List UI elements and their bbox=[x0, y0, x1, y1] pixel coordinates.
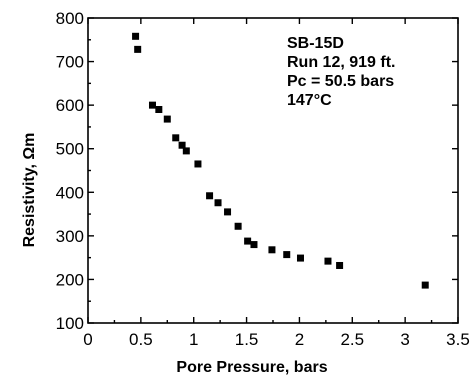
data-point bbox=[163, 115, 171, 123]
x-tick-label: 3 bbox=[400, 330, 409, 349]
y-tick-label: 100 bbox=[56, 314, 84, 333]
data-point bbox=[214, 199, 222, 207]
y-tick-label: 200 bbox=[56, 270, 84, 289]
annotation-run: Run 12, 919 ft. bbox=[287, 54, 395, 71]
x-tick-label: 2.5 bbox=[340, 330, 364, 349]
data-point bbox=[224, 208, 232, 216]
data-point bbox=[172, 134, 180, 142]
data-point bbox=[283, 251, 291, 259]
y-tick-label: 500 bbox=[56, 140, 84, 159]
y-axis-title: Resistivity, Ωm bbox=[21, 133, 38, 248]
data-point bbox=[324, 257, 332, 265]
y-tick-label: 800 bbox=[56, 9, 84, 28]
data-point bbox=[194, 160, 202, 168]
data-point bbox=[134, 45, 142, 53]
x-axis-title: Pore Pressure, bars bbox=[176, 359, 327, 376]
data-point bbox=[148, 101, 156, 109]
annotation-pc: Pc = 50.5 bars bbox=[287, 73, 394, 90]
data-point bbox=[155, 106, 163, 113]
data-point bbox=[178, 141, 186, 149]
data-point bbox=[234, 222, 242, 230]
annotation-block: SB-15D Run 12, 919 ft. Pc = 50.5 bars 14… bbox=[287, 35, 395, 109]
data-point bbox=[182, 147, 190, 155]
x-tick-label: 0 bbox=[83, 330, 92, 349]
data-points bbox=[132, 32, 429, 289]
annotation-temperature: 147°C bbox=[287, 92, 332, 109]
data-point bbox=[421, 281, 429, 289]
plot-frame bbox=[87, 17, 459, 324]
x-tick-label: 3.5 bbox=[446, 330, 470, 349]
data-point bbox=[296, 254, 304, 262]
data-point bbox=[244, 237, 252, 245]
data-point bbox=[336, 261, 344, 269]
x-tick-label: 0.5 bbox=[129, 330, 153, 349]
y-tick-label: 300 bbox=[56, 227, 84, 246]
data-point bbox=[250, 241, 258, 249]
y-tick-label: 600 bbox=[56, 96, 84, 115]
x-tick-label: 1.5 bbox=[235, 330, 259, 349]
data-point bbox=[132, 32, 140, 40]
y-tick-label: 400 bbox=[56, 183, 84, 202]
y-tick-label: 700 bbox=[56, 53, 84, 72]
x-axis: 0 0.5 1 1.5 2 2.5 3 3.5 bbox=[83, 18, 470, 349]
y-axis: 100 200 300 400 500 600 700 800 bbox=[56, 9, 458, 333]
data-point bbox=[206, 192, 214, 200]
data-point bbox=[268, 246, 276, 254]
plot-border bbox=[87, 17, 459, 324]
annotation-sample: SB-15D bbox=[287, 35, 344, 52]
x-tick-label: 2 bbox=[295, 330, 304, 349]
x-tick-label: 1 bbox=[189, 330, 198, 349]
